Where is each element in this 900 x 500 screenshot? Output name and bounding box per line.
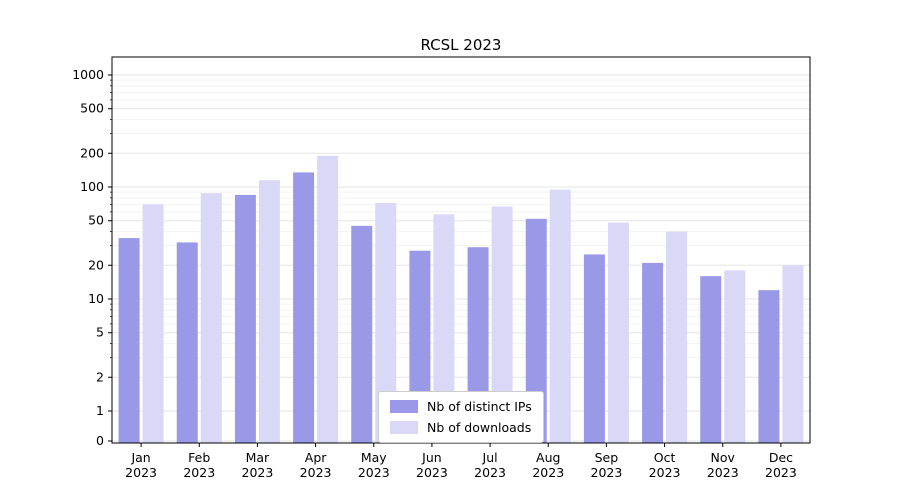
legend-label-downloads: Nb of downloads bbox=[427, 420, 532, 435]
x-tick-label-month: Sep bbox=[595, 450, 619, 465]
legend-item-downloads: Nb of downloads bbox=[390, 420, 532, 435]
x-tick-label-year: 2023 bbox=[532, 465, 564, 480]
bar-distinct-ips-mar bbox=[234, 194, 256, 443]
y-tick-label: 2 bbox=[96, 369, 104, 384]
y-tick-label: 200 bbox=[80, 145, 104, 160]
y-tick-label: 500 bbox=[80, 101, 104, 116]
y-tick-label: 5 bbox=[96, 325, 104, 340]
bar-downloads-jan bbox=[142, 204, 164, 443]
x-tick-label-year: 2023 bbox=[416, 465, 448, 480]
y-tick-label: 100 bbox=[80, 179, 104, 194]
x-tick-label-year: 2023 bbox=[649, 465, 681, 480]
x-tick-label-month: Jan bbox=[130, 450, 150, 465]
bar-distinct-ips-may bbox=[351, 225, 373, 443]
y-tick-label: 20 bbox=[88, 257, 104, 272]
bar-distinct-ips-nov bbox=[700, 276, 722, 443]
bar-downloads-apr bbox=[317, 155, 339, 443]
x-tick-label-month: Oct bbox=[654, 450, 676, 465]
bar-downloads-mar bbox=[258, 180, 280, 443]
bar-downloads-dec bbox=[782, 265, 804, 443]
legend-label-distinct-ips: Nb of distinct IPs bbox=[427, 399, 532, 414]
x-tick-label-month: Jun bbox=[421, 450, 442, 465]
x-tick-label-month: Dec bbox=[769, 450, 793, 465]
bar-downloads-sep bbox=[607, 222, 629, 443]
bar-distinct-ips-feb bbox=[176, 242, 198, 443]
y-tick-label: 1 bbox=[96, 403, 104, 418]
x-tick-label-year: 2023 bbox=[591, 465, 623, 480]
x-tick-label-year: 2023 bbox=[183, 465, 215, 480]
bar-distinct-ips-jan bbox=[118, 238, 140, 443]
x-tick-label-month: Aug bbox=[536, 450, 560, 465]
bar-downloads-aug bbox=[549, 189, 571, 443]
x-tick-label-year: 2023 bbox=[707, 465, 739, 480]
bar-downloads-feb bbox=[200, 193, 222, 443]
x-tick-label-month: Jul bbox=[482, 450, 498, 465]
bar-downloads-may bbox=[375, 202, 397, 443]
bar-distinct-ips-oct bbox=[642, 262, 664, 443]
y-tick-label: 1000 bbox=[72, 67, 104, 82]
y-tick-label: 0 bbox=[96, 433, 104, 448]
bar-distinct-ips-apr bbox=[293, 172, 315, 443]
bar-distinct-ips-dec bbox=[758, 290, 780, 443]
x-tick-label-month: May bbox=[361, 450, 387, 465]
legend: Nb of distinct IPs Nb of downloads bbox=[378, 391, 544, 443]
legend-swatch-distinct-ips-icon bbox=[390, 400, 418, 413]
x-tick-label-year: 2023 bbox=[358, 465, 390, 480]
legend-swatch-downloads-icon bbox=[390, 421, 418, 434]
x-tick-label-year: 2023 bbox=[474, 465, 506, 480]
x-tick-label-year: 2023 bbox=[242, 465, 274, 480]
x-tick-label-month: Nov bbox=[711, 450, 736, 465]
legend-item-distinct-ips: Nb of distinct IPs bbox=[390, 399, 532, 414]
x-tick-label-year: 2023 bbox=[300, 465, 332, 480]
bar-downloads-jun bbox=[433, 214, 455, 443]
x-tick-label-month: Apr bbox=[305, 450, 327, 465]
plot-border bbox=[111, 56, 811, 444]
x-tick-label-year: 2023 bbox=[125, 465, 157, 480]
bar-downloads-oct bbox=[666, 231, 688, 443]
x-tick-label-month: Mar bbox=[246, 450, 270, 465]
y-tick-label: 50 bbox=[88, 213, 104, 228]
chart-title: RCSL 2023 bbox=[420, 36, 502, 54]
bar-downloads-nov bbox=[724, 270, 746, 443]
x-tick-label-month: Feb bbox=[188, 450, 210, 465]
bar-distinct-ips-aug bbox=[525, 218, 547, 443]
y-tick-label: 10 bbox=[88, 291, 104, 306]
bar-distinct-ips-sep bbox=[583, 254, 605, 443]
bar-downloads-jul bbox=[491, 206, 513, 443]
x-tick-label-year: 2023 bbox=[765, 465, 797, 480]
